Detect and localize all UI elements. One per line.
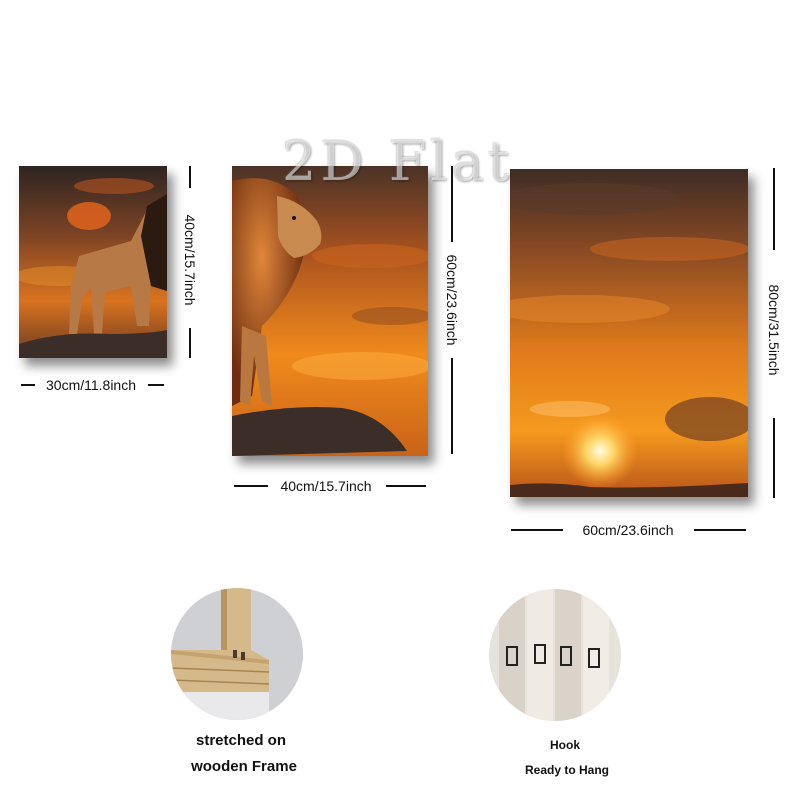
- dimension-line: [451, 358, 453, 454]
- wooden-frame-icon: [171, 588, 303, 720]
- panel-1-width-label: 30cm/11.8inch: [45, 377, 137, 393]
- sunset-artwork: [510, 169, 748, 497]
- canvas-panel-small: [19, 166, 167, 358]
- canvas-panel-large: [510, 169, 748, 497]
- dimension-line: [773, 418, 775, 498]
- dimension-line: [773, 168, 775, 250]
- hook-caption-line1: Hook: [550, 738, 580, 752]
- frame-caption-line1: stretched on: [195, 732, 287, 749]
- panel-3-height-label: 80cm/31.5inch: [766, 284, 782, 376]
- frame-caption-line2: wooden Frame: [191, 758, 297, 775]
- dimension-line: [148, 384, 164, 386]
- dimension-line: [189, 328, 191, 358]
- wooden-frame-detail-image: [171, 588, 303, 720]
- hook-caption-line2: Ready to Hang: [524, 763, 610, 777]
- dimension-line: [511, 529, 563, 531]
- dimension-line: [21, 384, 35, 386]
- lion-head-artwork: [232, 166, 428, 456]
- canvas-panel-medium: [232, 166, 428, 456]
- dimension-line: [386, 485, 426, 487]
- panel-1-height-label: 40cm/15.7inch: [182, 214, 198, 306]
- dimension-line: [234, 485, 268, 487]
- panel-2-height-label: 60cm/23.6inch: [444, 254, 460, 346]
- watermark: 2D Flat: [282, 130, 514, 193]
- hook-detail-image: [489, 589, 621, 721]
- hook-icon: [489, 589, 621, 721]
- dimension-line: [189, 166, 191, 188]
- panel-3-width-label: 60cm/23.6inch: [582, 522, 674, 538]
- dimension-line: [451, 166, 453, 242]
- lion-body-artwork: [19, 166, 167, 358]
- panel-2-width-label: 40cm/15.7inch: [280, 478, 372, 494]
- dimension-line: [694, 529, 746, 531]
